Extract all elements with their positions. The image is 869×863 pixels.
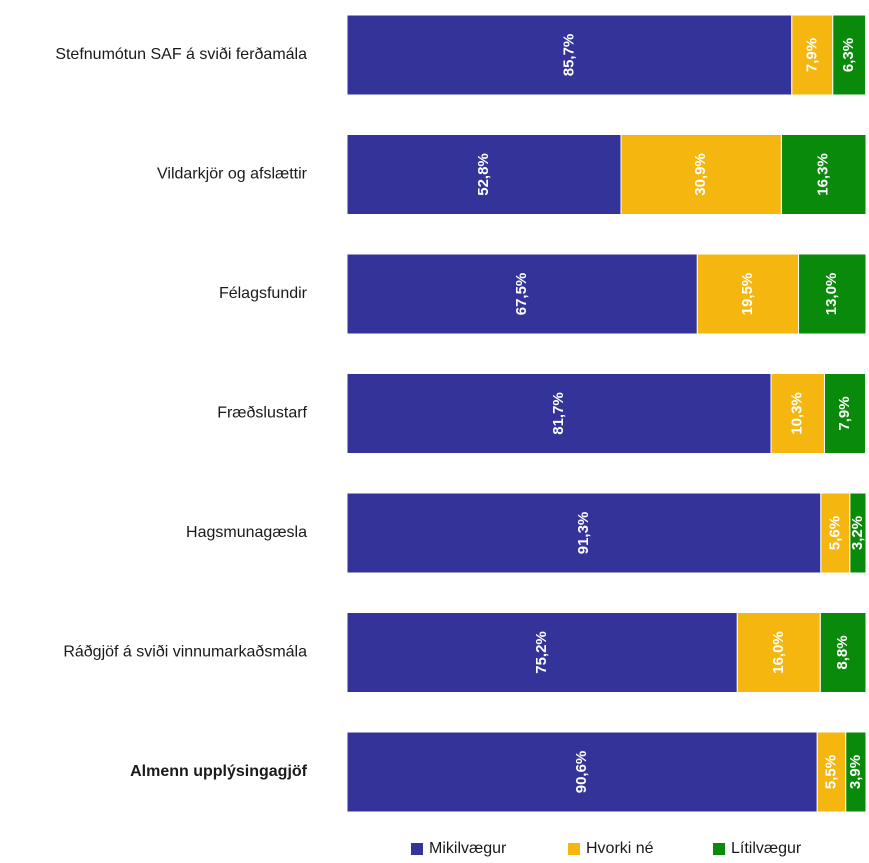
data-label: 16,3% bbox=[815, 153, 832, 196]
bar-segment bbox=[798, 253, 867, 335]
data-label: 81,7% bbox=[550, 392, 567, 435]
legend-swatch bbox=[411, 843, 423, 855]
legend-swatch bbox=[568, 843, 580, 855]
data-label: 5,6% bbox=[826, 516, 843, 550]
category-label: Stefnumótun SAF á sviði ferðamála bbox=[55, 46, 307, 63]
bar-segment bbox=[346, 731, 818, 813]
bar-segment bbox=[791, 14, 834, 96]
category-label: Félagsfundir bbox=[219, 285, 308, 302]
data-label: 90,6% bbox=[573, 751, 590, 794]
bar-segment bbox=[780, 134, 867, 215]
legend-swatch bbox=[713, 843, 725, 855]
bar-segment bbox=[819, 612, 867, 693]
category-label: Vildarkjör og afslættir bbox=[157, 166, 308, 183]
bar-segment bbox=[346, 14, 793, 96]
bar-segment bbox=[346, 612, 738, 693]
data-label: 30,9% bbox=[692, 153, 709, 196]
bar-segment bbox=[849, 492, 867, 574]
category-label: Fræðslustarf bbox=[217, 405, 307, 422]
data-label: 3,9% bbox=[847, 755, 864, 789]
bar-segment bbox=[736, 612, 821, 693]
data-label: 91,3% bbox=[575, 512, 592, 555]
data-label: 67,5% bbox=[513, 273, 530, 316]
data-label: 7,9% bbox=[803, 38, 820, 72]
data-label: 52,8% bbox=[475, 153, 492, 196]
data-label: 85,7% bbox=[560, 34, 577, 77]
bar-segment bbox=[832, 14, 866, 96]
data-label: 75,2% bbox=[533, 631, 550, 674]
data-label: 8,8% bbox=[834, 635, 851, 669]
category-label: Ráðgjöf á sviði vinnumarkaðsmála bbox=[63, 644, 307, 661]
data-label: 5,5% bbox=[822, 755, 839, 789]
bar-segment bbox=[346, 492, 822, 574]
category-label: Almenn upplýsingagjöf bbox=[130, 763, 308, 780]
legend-label: Lítilvægur bbox=[731, 840, 802, 857]
bar-segment bbox=[816, 731, 847, 813]
legend-label: Mikilvægur bbox=[429, 840, 507, 857]
bar-segment bbox=[346, 253, 698, 335]
bar-segment bbox=[820, 492, 851, 574]
data-label: 19,5% bbox=[739, 273, 756, 316]
data-label: 16,0% bbox=[770, 631, 787, 674]
data-label: 6,3% bbox=[840, 38, 857, 72]
legend-label: Hvorki né bbox=[586, 840, 654, 857]
data-label: 10,3% bbox=[789, 392, 806, 435]
bar-segment bbox=[696, 253, 800, 335]
data-label: 7,9% bbox=[836, 396, 853, 430]
bar-segment bbox=[620, 134, 782, 215]
bar-segment bbox=[346, 134, 622, 215]
data-label: 3,2% bbox=[849, 516, 866, 550]
data-label: 13,0% bbox=[823, 273, 840, 316]
bar-segment bbox=[845, 731, 867, 813]
bar-segment bbox=[346, 373, 772, 454]
category-label: Hagsmunagæsla bbox=[186, 524, 307, 541]
bar-segment bbox=[823, 373, 866, 454]
